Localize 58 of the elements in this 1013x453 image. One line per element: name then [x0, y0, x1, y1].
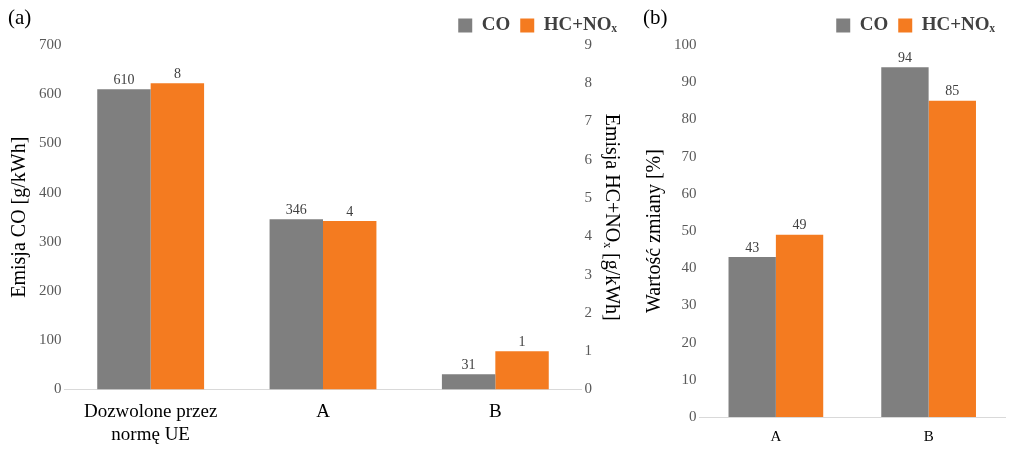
data-label: 43 — [745, 239, 760, 255]
y-tick-label: 40 — [681, 259, 697, 276]
chart-title: (b) — [643, 5, 668, 30]
y-tick-label: 10 — [681, 370, 697, 387]
y-tick-label: 100 — [674, 35, 697, 52]
y-tick-label: 50 — [681, 221, 697, 238]
y-axis-title: Emisja CO [g/kWh] — [7, 136, 31, 298]
bar — [495, 351, 549, 390]
y2-tick-label: 5 — [584, 189, 592, 205]
y2-tick-label: 1 — [584, 342, 592, 359]
data-label: 8 — [173, 65, 181, 81]
data-label: 31 — [461, 356, 476, 372]
y2-tick-label: 4 — [584, 227, 593, 244]
legend-label: CO — [481, 13, 511, 35]
y-tick-label: 200 — [39, 281, 62, 298]
bar — [775, 234, 824, 417]
y-tick-label: 90 — [681, 73, 697, 90]
x-tick-label: A — [316, 399, 331, 421]
x-tick-label: B — [488, 399, 502, 421]
chart-title: (a) — [8, 5, 32, 30]
data-label: 4 — [346, 203, 354, 219]
y-tick-label: 100 — [39, 331, 62, 348]
y-tick-label: 0 — [54, 380, 62, 397]
y-tick-label: 600 — [39, 85, 62, 102]
y-tick-label: 700 — [39, 35, 62, 52]
data-label: 610 — [113, 71, 135, 87]
legend-label: CO — [859, 13, 889, 35]
y-tick-label: 70 — [681, 147, 697, 164]
bar — [728, 257, 776, 417]
y2-tick-label: 2 — [584, 303, 592, 320]
data-label: 85 — [945, 83, 960, 99]
y2-tick-label: 9 — [584, 35, 592, 52]
data-label: 49 — [792, 217, 807, 233]
y2-axis-title: Emisja HC+NOₓ [g/kWh] — [600, 113, 624, 321]
bar — [928, 100, 976, 417]
y2-tick-label: 7 — [584, 112, 593, 129]
data-label: 346 — [285, 201, 307, 217]
y2-tick-label: 0 — [584, 380, 592, 397]
y-tick-label: 0 — [689, 407, 697, 424]
y-tick-label: 60 — [681, 184, 697, 201]
y-tick-label: 500 — [39, 134, 62, 151]
y-tick-label: 30 — [681, 296, 697, 313]
data-label: 94 — [897, 49, 912, 65]
x-tick-label: A — [770, 427, 782, 444]
y-axis-title: Wartość zmiany [%] — [642, 149, 666, 313]
y-tick-label: 20 — [681, 333, 697, 350]
y-tick-label: 400 — [39, 183, 62, 200]
bar — [881, 67, 929, 417]
y-tick-label: 300 — [39, 232, 62, 249]
y2-tick-label: 3 — [584, 265, 592, 282]
y2-tick-label: 6 — [584, 150, 593, 167]
y2-tick-label: 8 — [584, 74, 592, 91]
x-tick-label: Dozwolone przez normę UE — [83, 399, 218, 444]
data-label: 1 — [518, 333, 526, 349]
legend-label: HC+NOₓ — [921, 13, 996, 35]
y-tick-label: 80 — [681, 110, 697, 127]
legend-label: HC+NOₓ — [543, 13, 618, 35]
x-tick-label: B — [923, 427, 934, 444]
